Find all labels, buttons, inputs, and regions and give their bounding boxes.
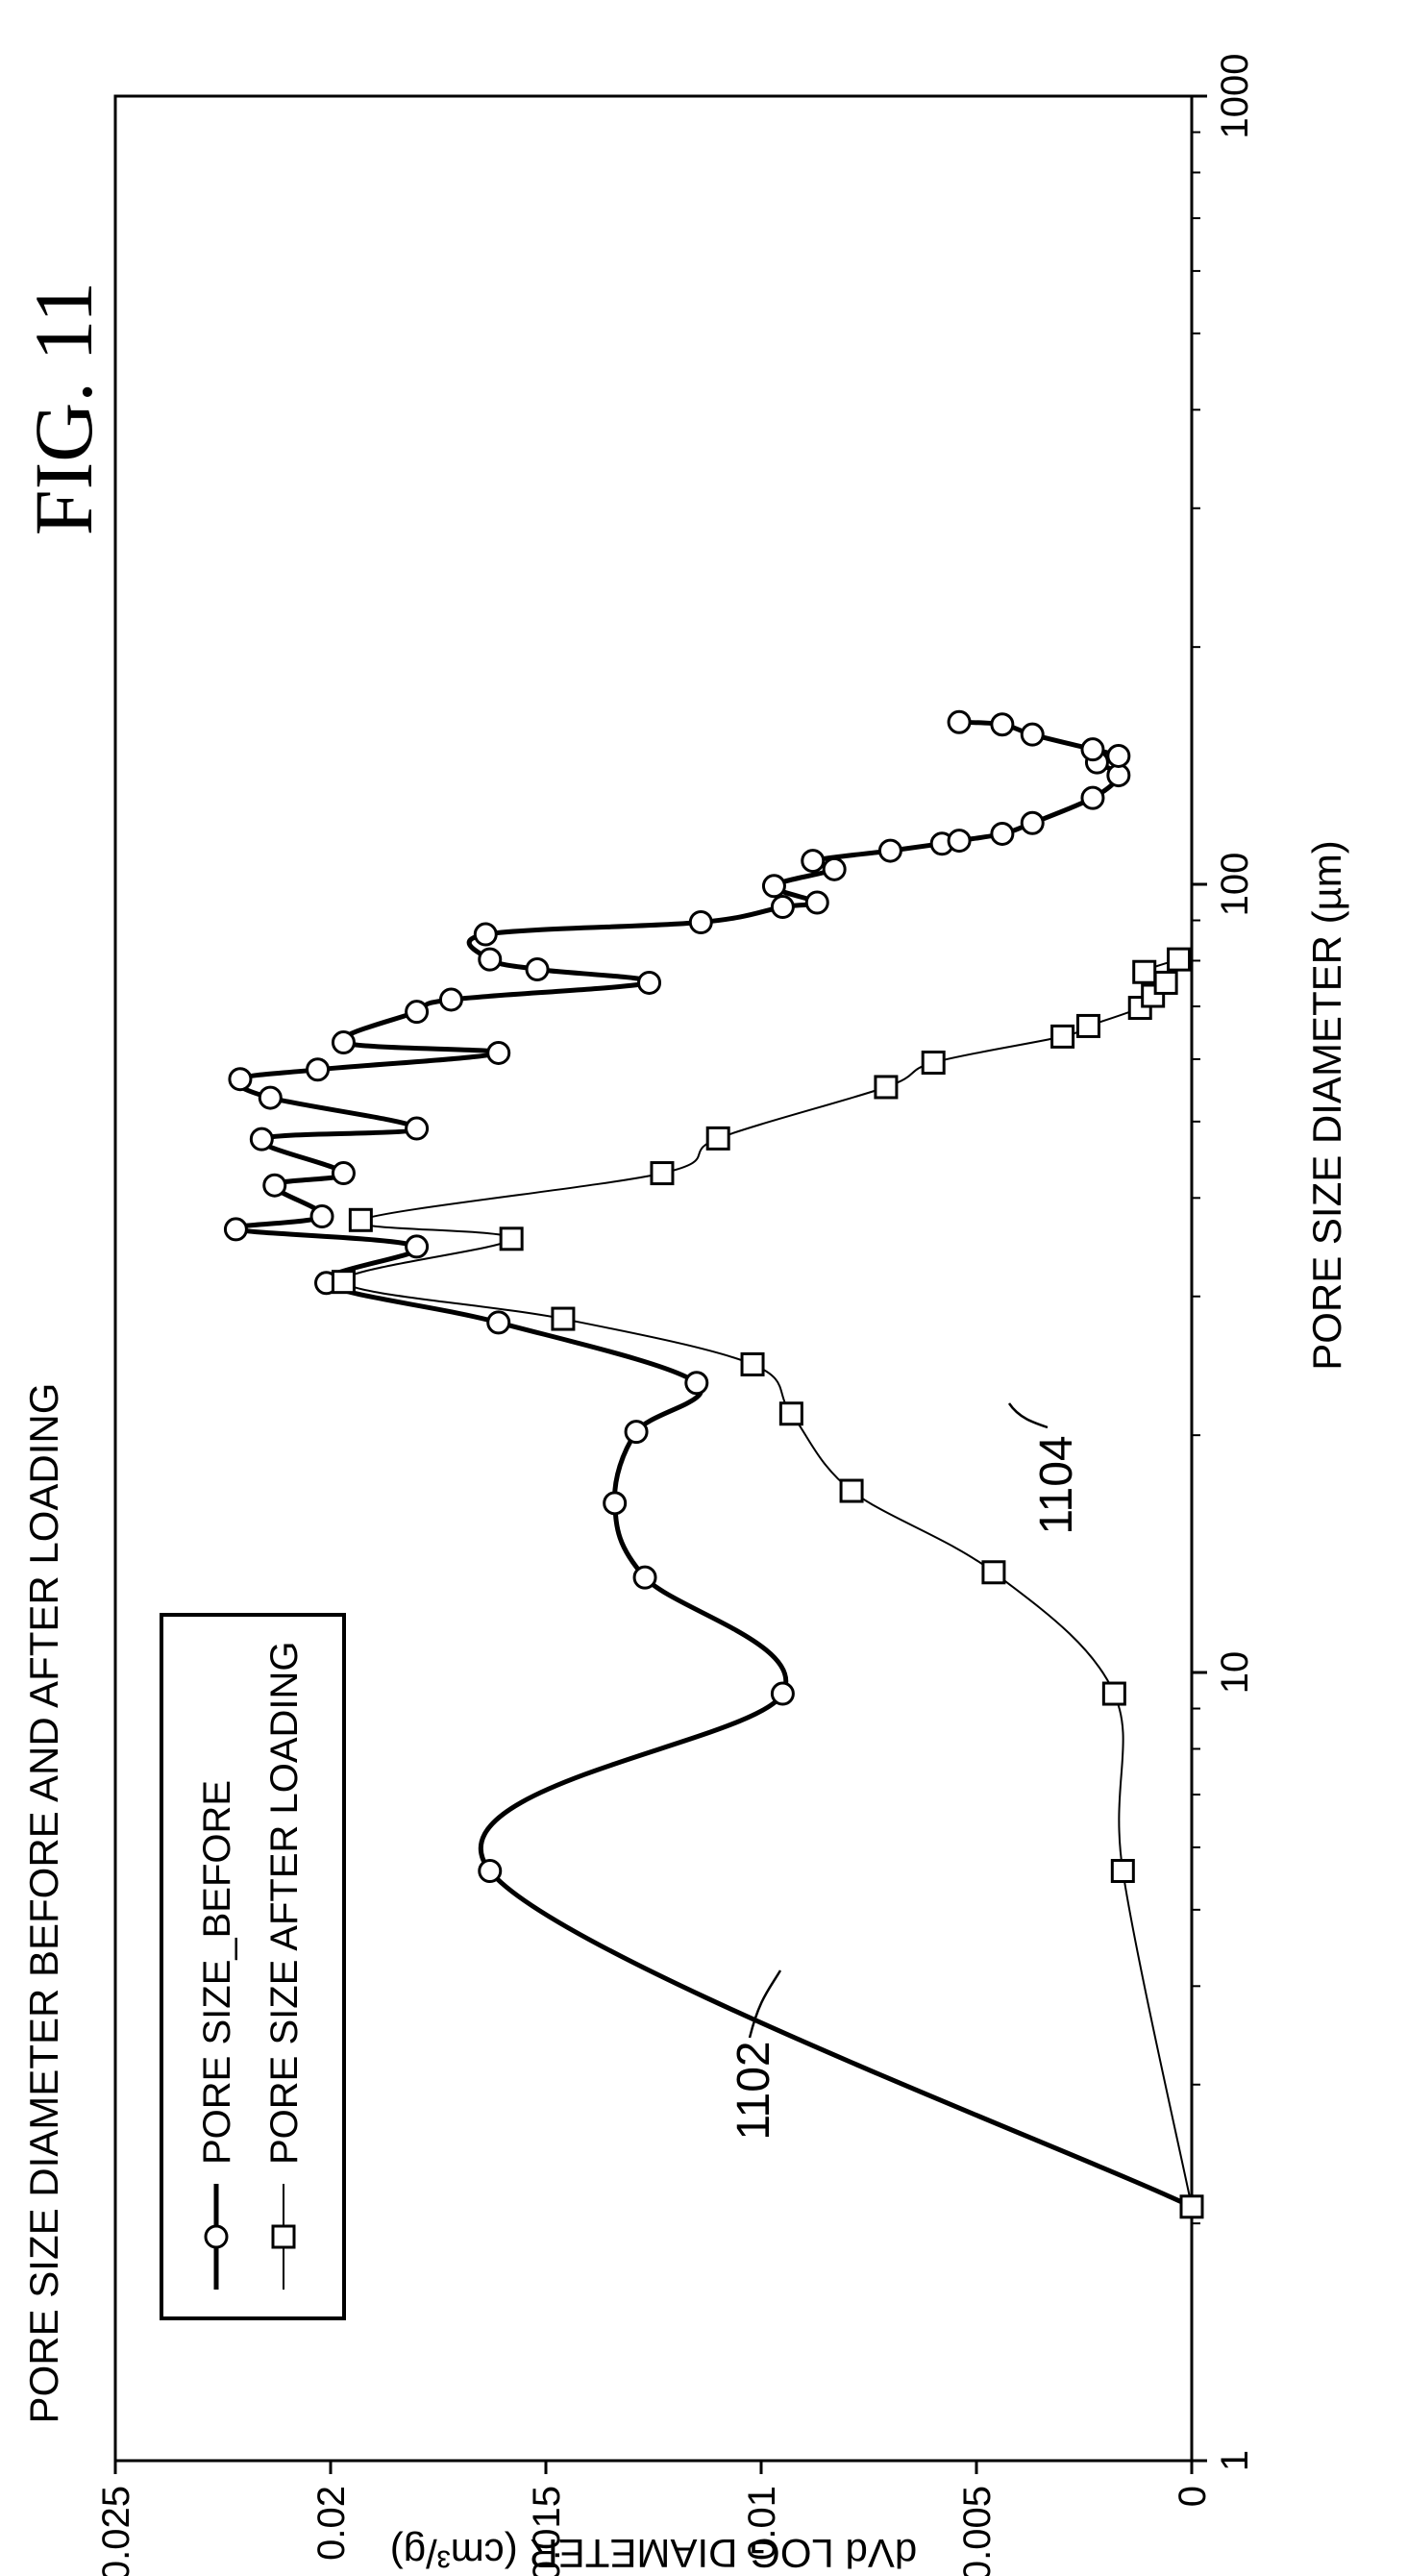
data-point-circle [877,838,902,863]
data-point-circle [258,1085,283,1110]
legend: PORE SIZE_BEFORE PORE SIZE AFTER LOADING [160,1613,346,2320]
data-point-circle [624,1420,649,1445]
axes: 0 0.005 0.01 0.015 0.02 0.025 dVd LOG DIAMETER… [95,54,1256,2576]
data-point-circle [947,709,972,734]
data-point-square [331,1270,356,1295]
plot-frame [113,94,1194,2463]
series-after-loading [331,947,1204,2219]
x-tick-label: 1 [1214,2450,1256,2471]
data-point-circle [405,1116,430,1141]
data-point-square [650,1161,675,1186]
data-point-circle [309,1204,334,1229]
data-point-circle [262,1173,287,1198]
data-point-circle [405,1234,430,1259]
series-line-after-loading [342,958,1193,2208]
y-tick-label: 0.005 [956,2486,999,2576]
y-tick-label: 0.025 [95,2486,137,2576]
data-point-square [1167,947,1192,972]
data-point-square [1179,2194,1204,2219]
x-tick-label: 10 [1214,1651,1256,1695]
data-point-circle [405,1000,430,1025]
data-point-square [1101,1681,1126,1706]
series-before [223,709,1204,2219]
y-axis-title: dVd LOG DIAMETER (cm³/g) [390,2531,917,2576]
data-point-circle [223,1217,248,1242]
data-point-square [1153,970,1178,995]
data-point-square [551,1306,576,1331]
ref-label-1104: 1104 [1031,1435,1082,1534]
data-point-square [874,1075,899,1100]
data-point-circle [761,874,786,899]
data-point-circle [804,890,829,915]
data-point-circle [801,849,826,874]
legend-box [160,1613,346,2320]
data-point-square [1075,1013,1100,1038]
leader-line-1104 [1007,1402,1049,1429]
data-point-square [1110,1858,1135,1883]
data-point-circle [637,970,662,995]
ref-label-1102: 1102 [728,2041,779,2140]
data-point-square [740,1351,765,1376]
data-point-circle [947,829,972,854]
data-point-circle [331,1161,356,1186]
y-tick-label: 0.02 [310,2486,353,2561]
y-tick-label: 0.01 [741,2486,783,2561]
legend-marker-circle [204,2224,229,2249]
data-point-circle [822,856,847,881]
reference-numerals: 1102 1104 [728,1402,1082,2141]
data-point-circle [770,895,795,920]
figure-label: FIG. 11 [17,282,110,535]
data-point-circle [331,1030,356,1055]
legend-marker-square [271,2224,296,2249]
x-axis-title: PORE SIZE DIAMETER (µm) [1304,840,1349,1371]
data-point-circle [473,922,498,947]
data-point-circle [486,1040,511,1065]
chart-title: PORE SIZE DIAMETER BEFORE AND AFTER LOAD… [21,1383,66,2424]
data-point-circle [1020,810,1045,835]
data-point-square [705,1126,730,1151]
data-point-circle [688,910,713,935]
series [223,709,1204,2219]
data-point-circle [438,987,463,1012]
data-point-circle [486,1310,511,1335]
data-point-circle [684,1371,709,1396]
legend-label: PORE SIZE AFTER LOADING [263,1641,306,2165]
data-point-square [839,1478,864,1503]
data-point-square [981,1560,1006,1585]
data-point-circle [1106,743,1131,768]
x-tick-label: 1000 [1214,54,1256,139]
data-point-square [348,1207,373,1232]
y-tick-label: 0.015 [526,2486,568,2576]
data-point-circle [603,1491,628,1516]
data-point-circle [249,1127,274,1152]
data-point-circle [1080,737,1105,762]
data-point-circle [478,947,503,972]
data-point-circle [306,1057,331,1082]
data-point-square [778,1401,803,1426]
data-point-circle [770,1681,795,1706]
data-point-square [921,1050,946,1075]
leader-line-1102 [748,1969,782,2039]
data-point-circle [478,1858,503,1883]
data-point-square [499,1226,524,1251]
data-point-square [1132,959,1157,984]
data-point-circle [525,956,550,981]
legend-label: PORE SIZE_BEFORE [196,1780,238,2165]
data-point-circle [632,1565,657,1590]
data-point-circle [1080,785,1105,810]
data-point-circle [1020,722,1045,747]
data-point-circle [990,821,1015,846]
data-point-square [1050,1024,1075,1049]
x-tick-label: 100 [1214,853,1256,917]
y-tick-label: 0 [1172,2486,1214,2507]
data-point-circle [990,712,1015,737]
data-point-circle [228,1067,253,1092]
